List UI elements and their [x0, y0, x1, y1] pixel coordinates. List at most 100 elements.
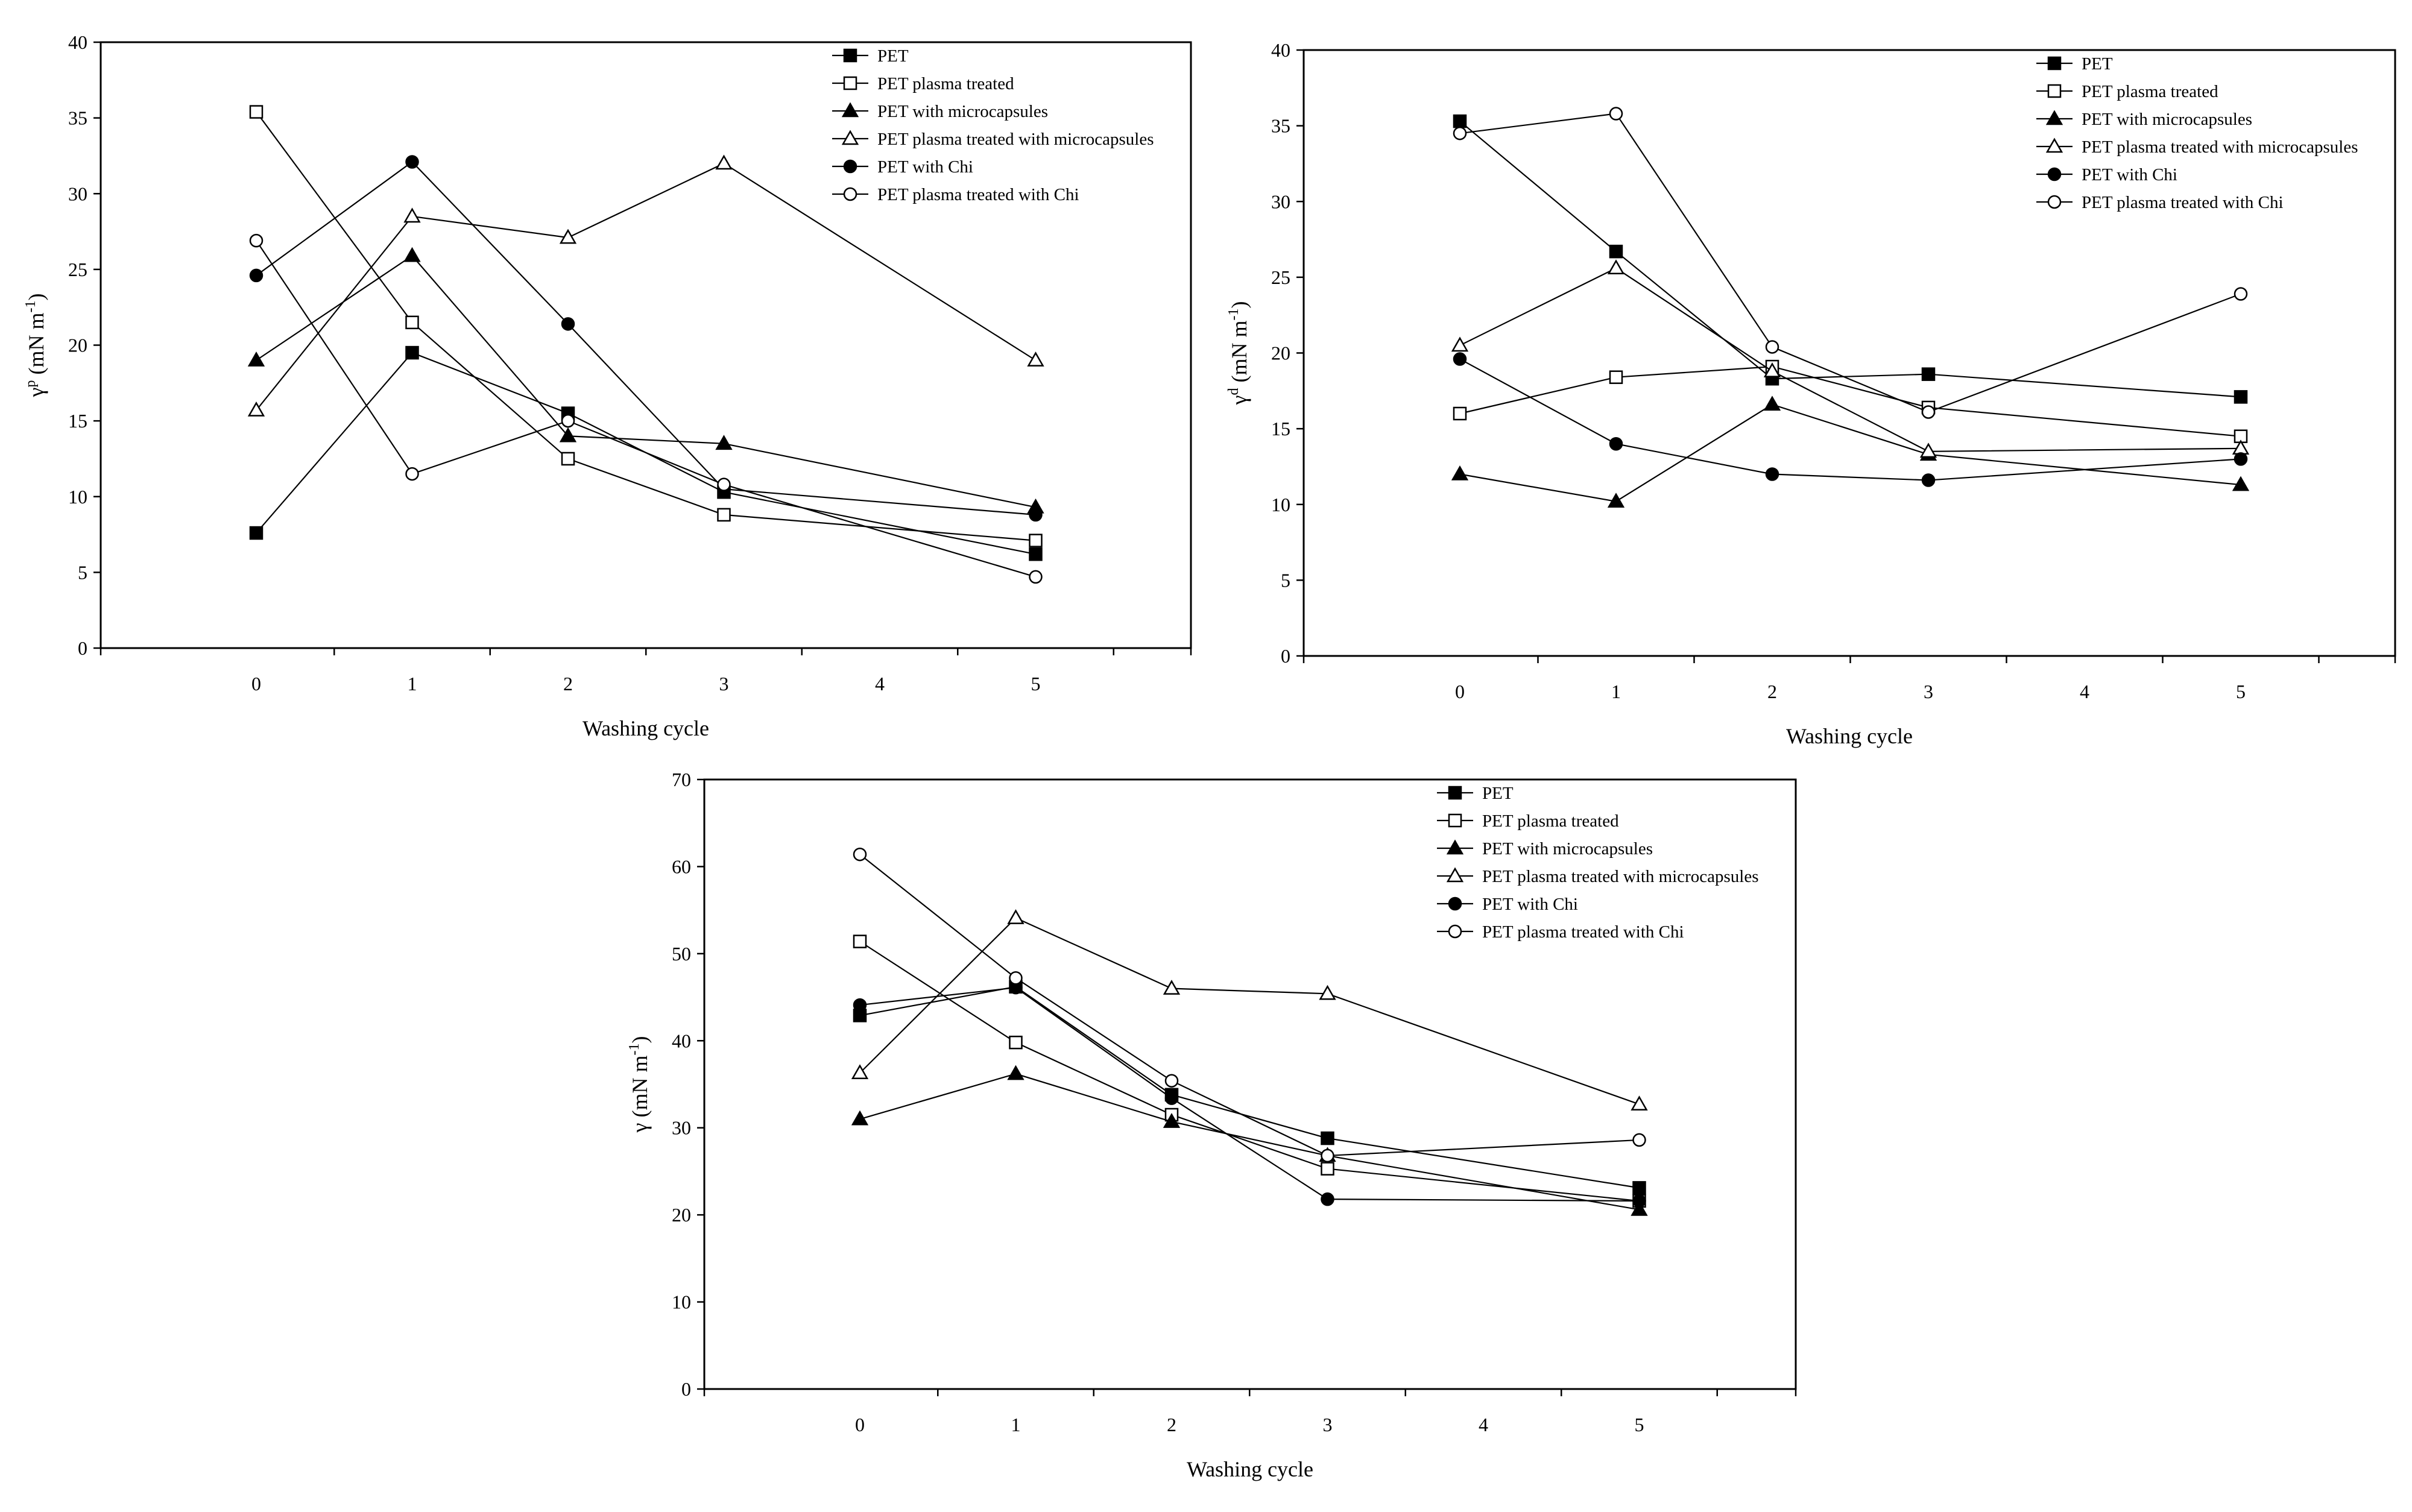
x-tick-label: 2: [1167, 1414, 1176, 1435]
legend: PET PET plasma treated PET with microcapsu…: [832, 46, 1154, 204]
data-point: [1029, 547, 1043, 561]
x-tick-label: 3: [1924, 681, 1933, 702]
data-point: [249, 233, 264, 248]
legend-item: PET plasma treated with microcapsules: [2036, 137, 2358, 157]
data-point: [1632, 1133, 1646, 1147]
data-point: [247, 402, 265, 417]
data-point: [561, 414, 575, 428]
data-point: [1029, 534, 1043, 547]
legend-label: PET plasma treated: [877, 74, 1014, 93]
y-tick-label: 35: [1271, 115, 1290, 137]
y-label-units: (mN m: [24, 313, 48, 380]
legend-label: PET plasma treated with microcapsules: [877, 130, 1154, 149]
chart-gamma: 0 10 20 30 40 50 60 70 0 1 2 3 4 5 Washing cycle γ (mN …: [627, 769, 1797, 1481]
x-axis-label: Washing cycle: [1187, 1457, 1313, 1481]
data-point: [405, 345, 419, 360]
data-point: [2234, 390, 2248, 404]
data-point: [715, 435, 733, 450]
series-pet-with-chi: [249, 155, 1043, 522]
legend-label: PET plasma treated: [1482, 811, 1619, 831]
series-pet: [249, 345, 1043, 561]
data-point: [1765, 340, 1779, 354]
data-point: [1321, 1162, 1334, 1176]
data-point: [1451, 336, 1469, 352]
data-point: [1763, 362, 1781, 377]
y-axis-label: γp (mN m-1): [23, 294, 48, 398]
data-point: [717, 477, 731, 491]
series-line: [1459, 113, 2241, 413]
data-point: [1164, 1091, 1179, 1105]
legend-marker: [841, 102, 859, 118]
data-point: [1007, 909, 1024, 924]
legend-label: PET with Chi: [877, 157, 973, 177]
data-point: [1029, 508, 1043, 522]
y-tick-label: 15: [68, 410, 87, 432]
data-point: [1609, 244, 1623, 259]
series-pet-plasma-treated-with-microcapsules: [247, 154, 1044, 417]
y-tick-label: 5: [1281, 569, 1290, 591]
y-label-symbol: γ: [24, 387, 48, 397]
data-point: [717, 508, 731, 522]
series-line: [1459, 267, 2241, 452]
legend-marker: [2045, 110, 2063, 125]
y-tick-label: 10: [68, 486, 87, 508]
legend-marker: [843, 187, 857, 201]
legend-marker: [2047, 84, 2062, 98]
series-line: [256, 254, 1036, 508]
data-point: [1163, 1113, 1181, 1128]
x-tick-label: 1: [408, 673, 417, 695]
data-point: [403, 207, 421, 223]
y-label-units-superscript: -1: [627, 1044, 642, 1056]
y-label-symbol: γ: [628, 1123, 652, 1133]
legend-item: PET with microcapsules: [2036, 110, 2252, 129]
data-point: [2232, 476, 2250, 491]
y-tick-label: 25: [68, 259, 87, 280]
legend-item: PET plasma treated with Chi: [1437, 922, 1684, 942]
data-point: [561, 317, 575, 331]
legend-label: PET plasma treated with microcapsules: [2082, 137, 2358, 157]
x-axis-label: Washing cycle: [1786, 724, 1913, 748]
legend-label: PET: [877, 46, 909, 66]
data-point: [1007, 1065, 1024, 1080]
y-axis-label: γ (mN m-1): [627, 1036, 652, 1133]
y-axis-label: γd (mN m-1): [1226, 301, 1251, 406]
y-label-symbol: γ: [1227, 395, 1251, 405]
data-point: [1919, 443, 1937, 458]
legend-marker: [1448, 786, 1462, 800]
legend-item: PET with Chi: [1437, 895, 1578, 914]
series-line: [1459, 403, 2241, 502]
data-point: [853, 934, 867, 948]
series-line: [859, 940, 1640, 1202]
x-tick-label: 0: [251, 673, 261, 695]
data-point: [2234, 287, 2248, 301]
data-point: [561, 452, 575, 466]
x-tick-label: 3: [719, 673, 729, 695]
series-pet-with-microcapsules: [851, 1065, 1648, 1216]
data-point: [247, 351, 265, 367]
y-label-superscript: d: [1226, 388, 1242, 395]
legend-item: PET with microcapsules: [1437, 839, 1653, 858]
data-point: [1763, 395, 1781, 411]
y-label-close: ): [24, 294, 48, 301]
series-pet-plasma-treated: [249, 105, 1043, 547]
data-point: [1319, 984, 1336, 1000]
data-point: [851, 1064, 869, 1079]
data-point: [853, 847, 867, 862]
y-tick-label: 10: [672, 1291, 691, 1313]
series-line: [256, 240, 1036, 578]
legend-marker: [843, 76, 857, 90]
data-point: [559, 228, 577, 244]
y-label-superscript: p: [23, 380, 39, 388]
data-point: [1607, 259, 1625, 275]
series-pet-with-microcapsules: [247, 247, 1044, 514]
legend-item: PET with microcapsules: [832, 102, 1048, 121]
series-pet-plasma-treated-with-microcapsules: [851, 909, 1648, 1110]
x-tick-label: 4: [2080, 681, 2089, 702]
data-point: [1453, 126, 1467, 140]
y-tick-label: 20: [68, 335, 87, 356]
data-point: [1451, 465, 1469, 480]
legend-label: PET plasma treated with Chi: [1482, 922, 1684, 942]
y-tick-label: 30: [672, 1117, 691, 1139]
data-point: [1029, 570, 1043, 584]
